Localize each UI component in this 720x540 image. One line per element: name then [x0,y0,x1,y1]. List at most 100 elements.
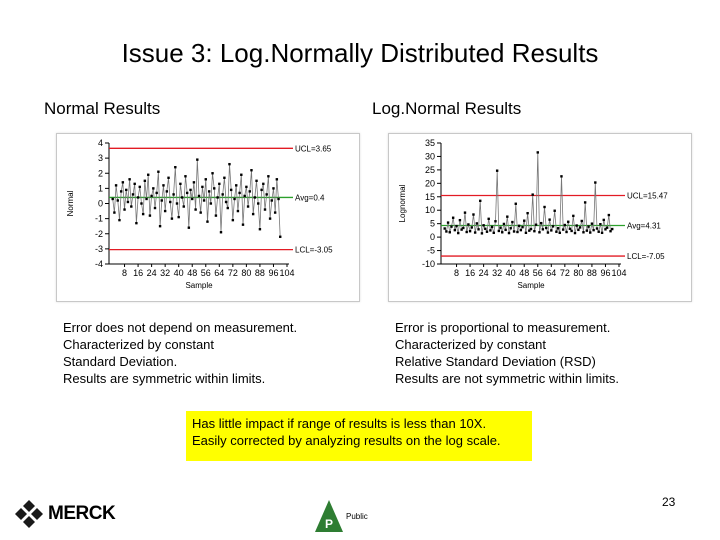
data-point [235,184,238,187]
ucl-label: UCL=3.65 [295,144,332,153]
lognormal-chart-panel: 35 30 25 20 15 10 5 0 -5 -10 8 16 24 32 40 48 56 64 72 80 88… [388,133,692,302]
data-point [470,226,473,229]
x-tick-label: 72 [560,268,570,278]
y-tick-label: 4 [98,138,103,148]
data-point [224,200,228,204]
y-tick-label: 35 [425,138,435,148]
data-point [451,216,455,219]
normal-description-line: Error does not depend on measurement. [63,320,298,335]
data-point [597,230,600,233]
data-point [213,187,216,190]
data-point [514,202,517,205]
data-point [458,218,462,222]
x-tick-label: 88 [587,268,597,278]
y-tick-label: 10 [425,205,435,215]
page-number: 23 [662,495,676,509]
data-point [140,202,143,205]
data-point [561,228,565,231]
data-point [206,220,209,223]
data-point [158,224,162,228]
data-point [445,230,448,233]
x-tick-label: 80 [573,268,583,278]
data-point [534,223,538,226]
data-point [604,228,607,231]
data-point [260,188,263,192]
data-point [480,232,484,235]
data-point [272,187,275,190]
data-point [135,221,138,225]
data-point [499,226,502,229]
data-point [485,230,489,233]
data-point [130,205,133,208]
lcl-label: LCL=-7.05 [627,252,665,261]
data-point [251,212,255,216]
data-point [121,181,125,184]
note-line: Has little impact if range of results is… [192,416,487,431]
y-tick-label: 2 [98,168,103,178]
x-tick-label: 32 [492,268,502,278]
x-tick-label: 40 [174,268,184,278]
y-tick-label: 15 [425,192,435,202]
lognormal-description-line: Error is proportional to measurement. [395,320,611,335]
data-point [150,194,153,198]
data-point [585,229,589,232]
data-point [565,230,568,234]
public-shield-letter: P [325,517,333,531]
data-point [529,227,533,231]
note-line: Easily corrected by analyzing results on… [192,433,501,448]
lognormal-description-line: Results are not symmetric within limits. [395,371,619,386]
x-tick-label: 8 [454,268,459,278]
data-point [255,179,258,183]
data-point [163,209,167,213]
data-point [479,199,482,203]
data-point [155,191,158,195]
data-point [462,226,465,230]
data-point [539,221,543,225]
data-point [160,199,163,202]
data-point [180,196,184,199]
data-point [170,217,174,220]
data-point [119,190,123,193]
lognormal-description-line: Relative Standard Deviation (RSD) [395,354,596,369]
data-point [533,229,536,233]
data-point [489,229,492,232]
x-tick-label: 96 [600,268,610,278]
data-point [521,225,524,229]
public-shield-icon: P [315,500,343,532]
data-point [543,205,546,209]
data-point [123,208,126,211]
data-point [575,224,578,227]
y-tick-label: -1 [95,214,103,224]
data-point [556,227,560,230]
data-point [455,224,458,228]
data-point [609,229,612,233]
data-point [111,197,114,201]
x-tick-label: 56 [533,268,543,278]
data-point [223,176,226,179]
x-tick-label: 64 [214,268,224,278]
data-point [524,231,528,235]
data-point [270,199,273,202]
y-tick-label: -2 [95,229,103,239]
data-point [131,193,135,196]
data-point [587,225,590,228]
data-point [443,227,446,230]
data-point [583,201,587,204]
data-series-line [444,152,613,234]
data-point [507,231,511,235]
data-point [175,202,179,205]
y-tick-label: -5 [427,246,435,256]
x-tick-label: 88 [255,268,265,278]
data-point [545,226,548,230]
y-tick-label: 5 [430,219,435,229]
data-point [490,225,494,229]
ucl-label: UCL=15.47 [627,192,668,201]
data-point [277,197,280,201]
data-point [560,175,563,178]
data-point [202,199,206,202]
data-point [516,230,519,234]
x-tick-label: 48 [187,268,197,278]
data-point [165,190,169,193]
data-point [265,193,268,196]
data-point [605,226,609,229]
